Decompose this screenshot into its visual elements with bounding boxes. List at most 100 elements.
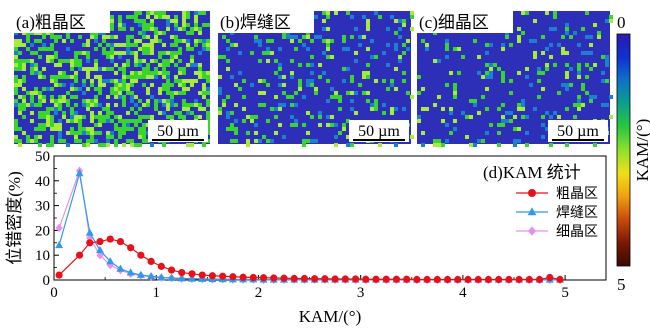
kam-map-pixel <box>190 111 194 115</box>
data-point <box>188 274 196 282</box>
kam-map-pixel <box>38 115 42 119</box>
kam-map-pixel <box>230 123 234 127</box>
kam-map-pixel <box>589 43 593 47</box>
kam-map-pixel <box>270 39 274 43</box>
kam-map-pixel <box>50 79 54 83</box>
kam-map-pixel <box>66 59 70 63</box>
kam-map-pixel <box>350 79 354 83</box>
kam-map-pixel <box>553 11 557 15</box>
kam-map-pixel <box>146 63 150 67</box>
kam-map-pixel <box>278 75 282 79</box>
legend-label: 粗晶区 <box>556 186 598 202</box>
kam-map-pixel <box>138 31 142 35</box>
kam-map-pixel <box>453 119 457 123</box>
data-point <box>188 270 196 278</box>
kam-map-pixel <box>501 47 505 51</box>
kam-map-pixel <box>346 67 350 71</box>
data-point <box>528 189 536 197</box>
kam-map-pixel <box>110 91 114 95</box>
kam-map-pixel <box>30 67 34 71</box>
kam-map-pixel <box>226 127 230 131</box>
kam-map-pixel <box>370 55 374 59</box>
kam-map-pixel <box>122 95 126 99</box>
kam-map-pixel <box>14 39 18 43</box>
kam-map-pixel <box>122 79 126 83</box>
kam-map-pixel <box>50 135 54 139</box>
kam-map-pixel <box>158 91 162 95</box>
kam-map-pixel <box>334 11 338 15</box>
kam-map-pixel <box>74 139 78 143</box>
kam-map-pixel <box>497 67 501 71</box>
kam-map-pixel <box>142 71 146 75</box>
kam-map-pixel <box>342 39 346 43</box>
kam-map-pixel <box>250 115 254 119</box>
kam-map-pixel <box>485 87 489 91</box>
kam-map-pixel <box>102 119 106 123</box>
kam-map-pixel <box>194 19 198 23</box>
kam-map-pixel <box>26 47 30 51</box>
kam-map-pixel <box>174 15 178 19</box>
kam-map-pixel <box>158 111 162 115</box>
kam-map-pixel <box>50 119 54 123</box>
kam-map-pixel <box>537 79 541 83</box>
kam-map-pixel <box>402 79 406 83</box>
kam-map-pixel <box>541 123 545 127</box>
kam-map-pixel <box>449 107 453 111</box>
kam-map-pixel <box>306 79 310 83</box>
kam-map-pixel <box>410 15 414 19</box>
kam-map-pixel <box>549 115 553 119</box>
kam-map-pixel <box>577 71 581 75</box>
panel-label-box <box>417 11 513 33</box>
kam-map-pixel <box>469 115 473 119</box>
kam-map-pixel <box>410 27 414 31</box>
kam-map-pixel <box>82 127 86 131</box>
kam-map-pixel <box>42 111 46 115</box>
kam-map-pixel <box>110 15 114 19</box>
kam-map-pixel <box>118 83 122 87</box>
kam-map-pixel <box>38 47 42 51</box>
kam-map-pixel <box>346 135 350 139</box>
data-point <box>372 275 380 283</box>
kam-map-pixel <box>394 107 398 111</box>
kam-map-pixel <box>170 83 174 87</box>
kam-map-pixel <box>22 115 26 119</box>
kam-map-pixel <box>66 119 70 123</box>
kam-map-pixel <box>326 79 330 83</box>
kam-map-pixel <box>453 91 457 95</box>
kam-map-pixel <box>322 27 326 31</box>
kam-map-pixel <box>521 99 525 103</box>
kam-map-pixel <box>194 11 198 15</box>
kam-map-pixel <box>497 107 501 111</box>
kam-map-pixel <box>154 39 158 43</box>
kam-map-pixel <box>22 63 26 67</box>
kam-map-pixel <box>130 107 134 111</box>
kam-map-pixel <box>154 35 158 39</box>
colorbar: 0 5 KAM/(°) <box>616 13 650 294</box>
kam-map-pixel <box>481 139 485 143</box>
kam-map-pixel <box>505 35 509 39</box>
kam-map-pixel <box>138 71 142 75</box>
kam-map-pixel <box>421 87 425 91</box>
kam-map-pixel <box>14 79 18 83</box>
kam-map-pixel <box>234 127 238 131</box>
kam-map-pixel <box>266 119 270 123</box>
kam-map-pixel <box>146 35 150 39</box>
kam-map-pixel <box>102 51 106 55</box>
kam-map-pixel <box>74 63 78 67</box>
data-point <box>515 275 523 284</box>
kam-map-pixel <box>609 15 613 19</box>
kam-map-pixel <box>186 63 190 67</box>
kam-map-pixel <box>473 143 477 147</box>
kam-map-pixel <box>178 47 182 51</box>
kam-map-pixel <box>166 99 170 103</box>
kam-map-pixel <box>78 131 82 135</box>
kam-map-pixel <box>182 115 186 119</box>
kam-map-pixel <box>138 47 142 51</box>
kam-map-pixel <box>202 71 206 75</box>
kam-map-pixel <box>398 19 402 23</box>
colorbar-title: KAM/(°) <box>633 119 650 182</box>
kam-map-pixel <box>170 59 174 63</box>
kam-map-pixel <box>34 71 38 75</box>
kam-map-pixel <box>166 59 170 63</box>
kam-map-pixel <box>198 103 202 107</box>
